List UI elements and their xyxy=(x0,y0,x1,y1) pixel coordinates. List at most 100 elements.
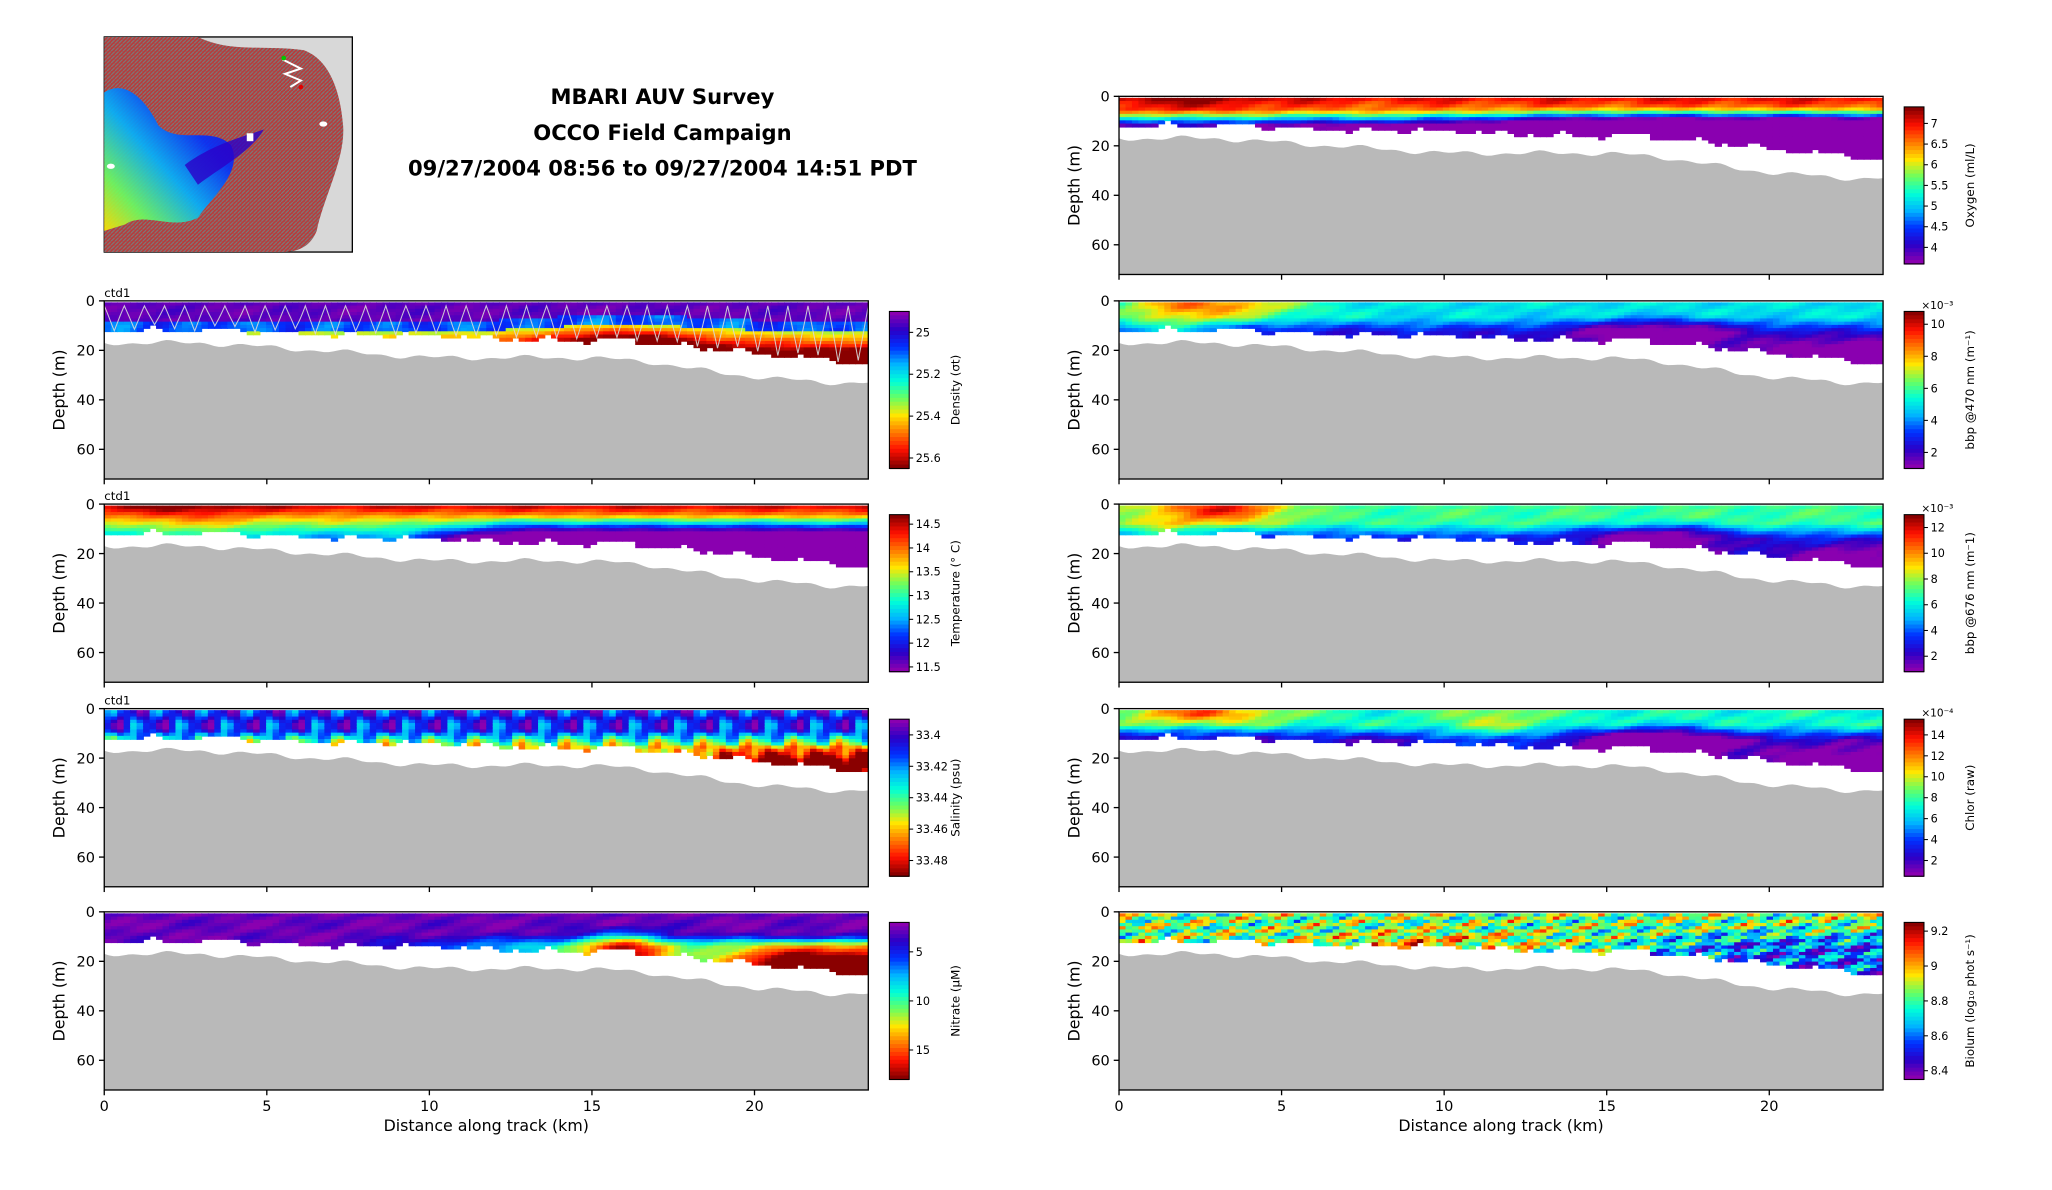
heatmap-cell xyxy=(156,733,163,737)
heatmap-cell xyxy=(648,749,655,753)
heatmap-cell xyxy=(655,341,662,345)
heatmap-cell xyxy=(389,945,396,949)
heatmap-cell xyxy=(499,338,506,342)
heatmap-cell xyxy=(706,547,713,551)
heatmap-cell xyxy=(247,535,254,539)
heatmap-cell xyxy=(441,945,448,949)
heatmap-cell xyxy=(745,755,752,759)
heatmap-cell xyxy=(557,541,564,545)
heatmap-cell xyxy=(409,535,416,539)
heatmap-cell xyxy=(713,347,720,351)
heatmap-cell xyxy=(674,749,681,753)
y-tick-label: 20 xyxy=(77,344,95,360)
heatmap-cell xyxy=(383,945,390,949)
heatmap-cell xyxy=(512,742,519,746)
heatmap-cell xyxy=(331,335,338,339)
heatmap-cell xyxy=(376,331,383,335)
heatmap-cell xyxy=(564,338,571,342)
heatmap-cell xyxy=(635,544,642,548)
heatmap-cell xyxy=(849,563,856,567)
heatmap-cell xyxy=(499,541,506,545)
colorbar-segment xyxy=(889,574,909,579)
heatmap-cell xyxy=(603,335,610,339)
heatmap-cell xyxy=(668,749,675,753)
heatmap-cell xyxy=(467,335,474,339)
colorbar-segment xyxy=(889,319,909,324)
heatmap-cell xyxy=(305,942,312,946)
heatmap-cell xyxy=(454,742,461,746)
heatmap-cell xyxy=(344,328,351,332)
heatmap-cell xyxy=(143,528,150,532)
colorbar-segment xyxy=(889,421,909,426)
colorbar-segment xyxy=(889,817,909,822)
heatmap-cell xyxy=(570,541,577,545)
heatmap-cell xyxy=(292,531,299,535)
heatmap-cell xyxy=(266,531,273,535)
colorbar-segment xyxy=(889,398,909,403)
heatmap-cell xyxy=(221,325,228,329)
heatmap-cell xyxy=(163,531,170,535)
heatmap-cell xyxy=(687,544,694,548)
heatmap-cell xyxy=(428,331,435,335)
heatmap-cell xyxy=(616,742,623,746)
heatmap-cell xyxy=(350,736,357,740)
heatmap-cell xyxy=(318,331,325,335)
colorbar-segment xyxy=(889,821,909,826)
heatmap-cell xyxy=(460,331,467,335)
colorbar-segment xyxy=(889,538,909,543)
heatmap-cell xyxy=(545,331,552,335)
heatmap-cell xyxy=(668,341,675,345)
heatmap-cell xyxy=(221,936,228,940)
colorbar-segment xyxy=(889,755,909,760)
heatmap-cell xyxy=(104,531,111,535)
heatmap-cell xyxy=(279,531,286,535)
colorbar-segment xyxy=(889,429,909,434)
heatmap-cell xyxy=(227,936,234,940)
heatmap-cell xyxy=(648,544,655,548)
heatmap-cell xyxy=(143,936,150,940)
heatmap-cell xyxy=(532,338,539,342)
heatmap-cell xyxy=(532,541,539,545)
heatmap-cell xyxy=(855,563,862,567)
colorbar-segment xyxy=(889,522,909,527)
colorbar-segment xyxy=(889,343,909,348)
heatmap-cell xyxy=(415,739,422,743)
heatmap-cell xyxy=(726,755,733,759)
colorbar-segment xyxy=(889,386,909,391)
colorbar-segment xyxy=(889,406,909,411)
heatmap-cell xyxy=(810,557,817,561)
heatmap-cell xyxy=(182,328,189,332)
colorbar-segment xyxy=(889,577,909,582)
heatmap-cell xyxy=(842,360,849,364)
heatmap-cell xyxy=(253,942,260,946)
heatmap-cell xyxy=(577,338,584,342)
colorbar-segment xyxy=(889,798,909,803)
heatmap-cell xyxy=(557,745,564,749)
heatmap-cell xyxy=(687,341,694,345)
heatmap-cell xyxy=(396,739,403,743)
colorbar-segment xyxy=(889,778,909,783)
heatmap-cell xyxy=(467,742,474,746)
heatmap-cell xyxy=(298,331,305,335)
heatmap-cell xyxy=(409,331,416,335)
sensor-tag: ctd1 xyxy=(104,286,130,300)
heatmap-cell xyxy=(273,736,280,740)
map-island xyxy=(247,133,254,141)
heatmap-cell xyxy=(480,739,487,743)
heatmap-cell xyxy=(124,328,131,332)
heatmap-cell xyxy=(240,939,247,943)
colorbar-segment xyxy=(889,315,909,320)
heatmap-cell xyxy=(370,739,377,743)
heatmap-cell xyxy=(111,939,118,943)
y-tick-label: 60 xyxy=(77,646,95,662)
heatmap-cell xyxy=(765,554,772,558)
heatmap-cell xyxy=(629,538,636,542)
heatmap-cell xyxy=(564,745,571,749)
heatmap-cell xyxy=(318,535,325,539)
heatmap-cell xyxy=(150,729,157,733)
heatmap-cell xyxy=(460,535,467,539)
heatmap-cell xyxy=(363,739,370,743)
